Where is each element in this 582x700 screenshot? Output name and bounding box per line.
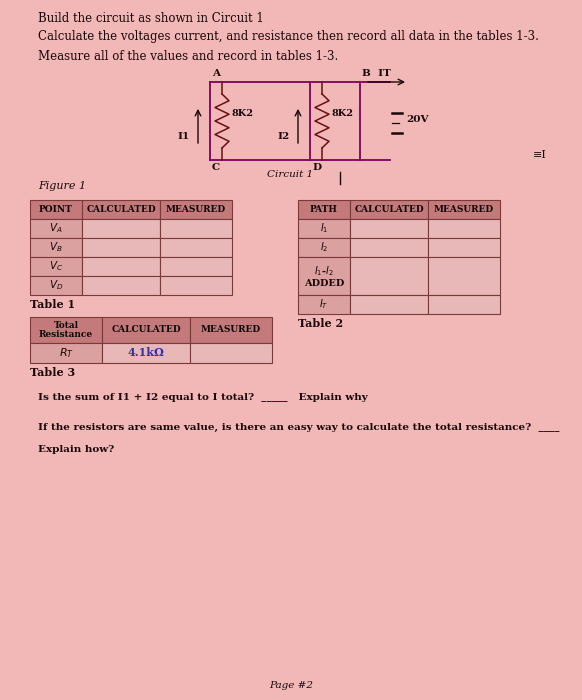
- Bar: [82, 219, 160, 238]
- Bar: [350, 257, 428, 295]
- Text: MEASURED: MEASURED: [166, 205, 226, 214]
- Text: 20V: 20V: [406, 115, 428, 123]
- Text: C: C: [212, 163, 220, 172]
- Bar: [82, 257, 160, 276]
- Text: Circuit 1: Circuit 1: [267, 170, 313, 179]
- Text: Table 3: Table 3: [30, 367, 75, 378]
- Text: 4.1kΩ: 4.1kΩ: [127, 347, 165, 358]
- Text: Is the sum of I1 + I2 equal to I total?  _____   Explain why: Is the sum of I1 + I2 equal to I total? …: [38, 393, 368, 402]
- Bar: [82, 238, 160, 257]
- Text: ≡I: ≡I: [533, 150, 547, 160]
- Bar: [350, 200, 428, 219]
- Bar: [298, 238, 350, 257]
- Text: D: D: [312, 163, 321, 172]
- Text: Build the circuit as shown in Circuit 1: Build the circuit as shown in Circuit 1: [38, 12, 264, 25]
- Bar: [350, 238, 428, 257]
- Text: Explain how?: Explain how?: [38, 445, 114, 454]
- Text: B  IT: B IT: [362, 69, 391, 78]
- Bar: [190, 343, 272, 363]
- Text: $V_C$: $V_C$: [49, 260, 63, 274]
- Bar: [428, 295, 500, 314]
- Bar: [428, 200, 500, 219]
- Text: $I_2$: $I_2$: [320, 241, 328, 254]
- Text: I2: I2: [278, 132, 290, 141]
- Bar: [30, 257, 82, 276]
- Text: $V_B$: $V_B$: [49, 241, 63, 254]
- Text: POINT: POINT: [39, 205, 73, 214]
- Text: $I_1$-$I_2$
ADDED: $I_1$-$I_2$ ADDED: [304, 264, 344, 288]
- Text: $I_1$: $I_1$: [320, 222, 328, 235]
- Text: MEASURED: MEASURED: [434, 205, 494, 214]
- Bar: [428, 257, 500, 295]
- Text: Figure 1: Figure 1: [38, 181, 86, 191]
- Bar: [30, 276, 82, 295]
- Text: 8K2: 8K2: [231, 108, 253, 118]
- Bar: [30, 200, 82, 219]
- Text: $I_T$: $I_T$: [320, 298, 329, 312]
- Text: MEASURED: MEASURED: [201, 326, 261, 335]
- Bar: [160, 238, 232, 257]
- Text: $R_T$: $R_T$: [59, 346, 73, 360]
- Bar: [350, 295, 428, 314]
- Bar: [190, 317, 272, 343]
- Text: CALCULATED: CALCULATED: [111, 326, 181, 335]
- Bar: [428, 219, 500, 238]
- Bar: [298, 295, 350, 314]
- Bar: [30, 238, 82, 257]
- Text: Page #2: Page #2: [269, 681, 313, 690]
- Text: Measure all of the values and record in tables 1-3.: Measure all of the values and record in …: [38, 50, 338, 63]
- Bar: [298, 257, 350, 295]
- Bar: [160, 257, 232, 276]
- Bar: [30, 219, 82, 238]
- Bar: [102, 343, 190, 363]
- Bar: [298, 200, 350, 219]
- Bar: [30, 343, 102, 363]
- Text: CALCULATED: CALCULATED: [354, 205, 424, 214]
- Bar: [30, 317, 102, 343]
- Text: Total
Resistance: Total Resistance: [39, 321, 93, 340]
- Text: If the resistors are same value, is there an easy way to calculate the total res: If the resistors are same value, is ther…: [38, 423, 559, 432]
- Text: PATH: PATH: [310, 205, 338, 214]
- Text: 8K2: 8K2: [331, 108, 353, 118]
- Bar: [160, 200, 232, 219]
- Text: A: A: [212, 69, 220, 78]
- Text: CALCULATED: CALCULATED: [86, 205, 156, 214]
- Bar: [102, 317, 190, 343]
- Bar: [350, 219, 428, 238]
- Bar: [298, 219, 350, 238]
- Bar: [82, 200, 160, 219]
- Text: Calculate the voltages current, and resistance then record all data in the table: Calculate the voltages current, and resi…: [38, 30, 539, 43]
- Text: Table 2: Table 2: [298, 318, 343, 329]
- Bar: [82, 276, 160, 295]
- Text: $V_A$: $V_A$: [49, 222, 63, 235]
- Bar: [428, 238, 500, 257]
- Bar: [160, 219, 232, 238]
- Text: Table 1: Table 1: [30, 299, 75, 310]
- Text: $V_D$: $V_D$: [49, 279, 63, 293]
- Text: I1: I1: [178, 132, 190, 141]
- Bar: [160, 276, 232, 295]
